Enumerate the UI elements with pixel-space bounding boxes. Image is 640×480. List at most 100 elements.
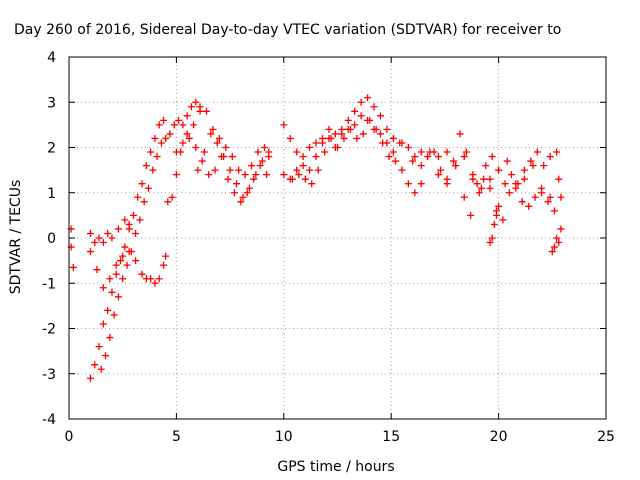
data-point (243, 189, 251, 197)
data-point (187, 103, 195, 111)
data-point (443, 148, 451, 156)
data-point (525, 202, 533, 210)
data-point (357, 98, 365, 106)
data-point (151, 134, 159, 142)
data-points (67, 94, 565, 382)
data-point (147, 275, 155, 283)
data-point (434, 171, 442, 179)
data-point (170, 121, 178, 129)
data-point (325, 125, 333, 133)
y-tick-label: 0 (47, 231, 56, 247)
data-point (230, 189, 238, 197)
data-point (280, 171, 288, 179)
data-point (540, 162, 548, 170)
data-point (544, 198, 552, 206)
data-point (237, 198, 245, 206)
y-tick-label: 2 (47, 141, 56, 157)
data-point (147, 148, 155, 156)
data-point (346, 125, 354, 133)
data-point (501, 180, 509, 188)
data-point (166, 130, 174, 138)
data-point (104, 229, 112, 237)
data-point (482, 162, 490, 170)
x-tick-label: 0 (65, 429, 74, 445)
data-point (389, 134, 397, 142)
data-point (533, 148, 541, 156)
data-point (486, 184, 494, 192)
data-point (334, 144, 341, 151)
data-point (132, 229, 140, 237)
data-point (185, 134, 193, 142)
data-point (144, 184, 152, 192)
data-point (151, 279, 159, 287)
data-point (222, 144, 230, 151)
data-point (383, 125, 391, 133)
data-point (106, 275, 114, 283)
data-point (138, 180, 146, 188)
x-tick-label: 10 (275, 429, 293, 445)
data-point (460, 153, 468, 161)
data-point (460, 193, 468, 201)
data-point (372, 125, 380, 133)
data-point (437, 166, 445, 174)
data-point (546, 193, 554, 201)
data-point (134, 193, 142, 201)
y-tick-label: 4 (47, 50, 56, 66)
data-point (495, 202, 503, 210)
data-point (112, 270, 120, 278)
data-point (164, 198, 172, 206)
data-point (376, 112, 384, 120)
data-point (190, 121, 198, 129)
data-point (557, 225, 565, 233)
data-point (233, 180, 241, 188)
data-point (434, 153, 442, 161)
data-point (327, 134, 335, 142)
data-point (168, 193, 176, 201)
data-point (548, 248, 556, 256)
y-tick-labels: -4 -3 -2 -1 0 1 2 3 4 (42, 50, 56, 428)
data-point (366, 116, 374, 124)
data-point (490, 220, 498, 228)
data-point (301, 175, 309, 183)
data-point (391, 157, 399, 165)
data-point (295, 171, 303, 179)
data-point (263, 171, 271, 179)
grid-lines (69, 57, 606, 419)
data-point (183, 112, 191, 120)
data-point (125, 220, 133, 228)
data-point (175, 116, 183, 124)
data-point (288, 175, 296, 183)
y-tick-label: 3 (47, 95, 56, 111)
data-point (198, 157, 206, 165)
data-point (125, 248, 133, 256)
data-point (250, 175, 258, 183)
data-point (469, 171, 477, 179)
data-point (495, 166, 503, 174)
data-point (555, 175, 563, 183)
data-point (426, 148, 434, 156)
data-point (550, 243, 558, 251)
data-point (86, 229, 94, 237)
data-point (538, 184, 546, 192)
data-point (160, 116, 168, 124)
data-point (512, 180, 520, 188)
data-point (308, 180, 316, 188)
data-point (503, 157, 511, 165)
data-point (114, 293, 122, 301)
data-point (467, 211, 475, 219)
data-point (331, 130, 339, 138)
data-point (209, 125, 217, 133)
data-point (93, 266, 101, 274)
data-point (370, 103, 378, 111)
data-point (99, 284, 107, 292)
y-tick-label: -1 (42, 276, 56, 292)
data-point (529, 162, 537, 170)
x-tick-label: 5 (172, 429, 181, 445)
data-point (518, 198, 526, 206)
data-point (235, 166, 243, 174)
data-point (312, 153, 320, 161)
data-point (424, 153, 432, 161)
data-point (153, 153, 161, 161)
data-point (102, 352, 110, 360)
x-axis-label: GPS time / hours (277, 459, 394, 475)
